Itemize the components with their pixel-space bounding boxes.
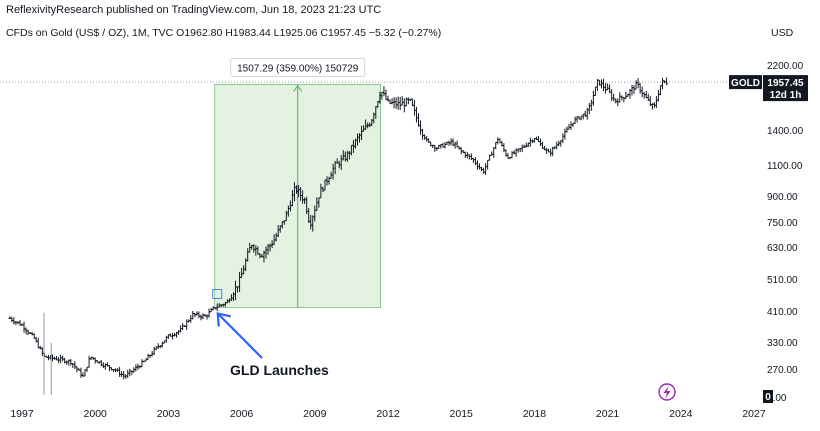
measure-layer: 1507.29 (359.00%) 150729	[0, 58, 757, 308]
y-tick-label: 270.00	[767, 365, 798, 376]
y-tick-label: 6.00	[767, 393, 787, 404]
price-axis: 2200.00 1400.00 1100.00 900.00 750.00 630.00 5…	[767, 61, 804, 404]
y-tick-label: 750.00	[767, 218, 798, 229]
currency-label[interactable]: USD	[771, 27, 794, 39]
lightning-icon-bolt	[663, 386, 671, 399]
y-tick-label: 410.00	[767, 307, 798, 318]
last-price-value: 1957.45	[767, 78, 804, 89]
measure-label-box	[230, 58, 366, 77]
x-tick-label: 2000	[84, 408, 108, 420]
bar-countdown: 12d 1h	[770, 90, 802, 101]
zero-badge	[763, 390, 773, 403]
gld-arrow-head	[216, 312, 232, 327]
y-tick-label: 1400.00	[767, 126, 804, 137]
measure-arrow-head	[293, 84, 303, 92]
last-price-badge	[763, 75, 808, 102]
x-tick-label: 2003	[157, 408, 181, 420]
annotation-layer: GLD Launches	[212, 289, 329, 378]
y-tick-label: 1100.00	[767, 161, 803, 172]
zero-badge-label: 0	[765, 392, 771, 403]
x-tick-label: 2015	[450, 408, 474, 420]
symbol-badge	[729, 75, 762, 90]
y-tick-label: 510.00	[767, 275, 798, 286]
time-axis: 1997 2000 2003 2006 2009 2012 2015 2018 2021 2024…	[10, 408, 766, 420]
x-tick-label: 2006	[230, 408, 254, 420]
publisher-line: ReflexivityResearch published on Trading…	[6, 4, 382, 16]
gld-marker-box	[212, 289, 223, 299]
x-tick-label: 2024	[669, 408, 693, 420]
y-tick-label: 2200.00	[767, 61, 804, 72]
x-tick-label: 1997	[10, 408, 34, 420]
gld-annotation-label: GLD Launches	[230, 362, 329, 378]
measure-label: 1507.29 (359.00%) 150729	[237, 63, 359, 74]
x-tick-label: 2018	[523, 408, 547, 420]
y-tick-label: 900.00	[767, 192, 798, 203]
lightning-icon[interactable]	[658, 383, 676, 401]
x-tick-label: 2009	[303, 408, 327, 420]
gld-arrow-line	[216, 312, 263, 359]
symbol-info-line: CFDs on Gold (US$ / OZ), 1M, TVC O1962.8…	[6, 27, 442, 39]
y-tick-label: 330.00	[767, 338, 798, 349]
x-tick-label: 2012	[376, 408, 400, 420]
y-tick-label: 630.00	[767, 243, 798, 254]
x-tick-label: 2027	[742, 408, 766, 420]
price-bars	[8, 77, 668, 395]
symbol-badge-label: GOLD	[731, 78, 760, 89]
x-tick-label: 2021	[596, 408, 620, 420]
